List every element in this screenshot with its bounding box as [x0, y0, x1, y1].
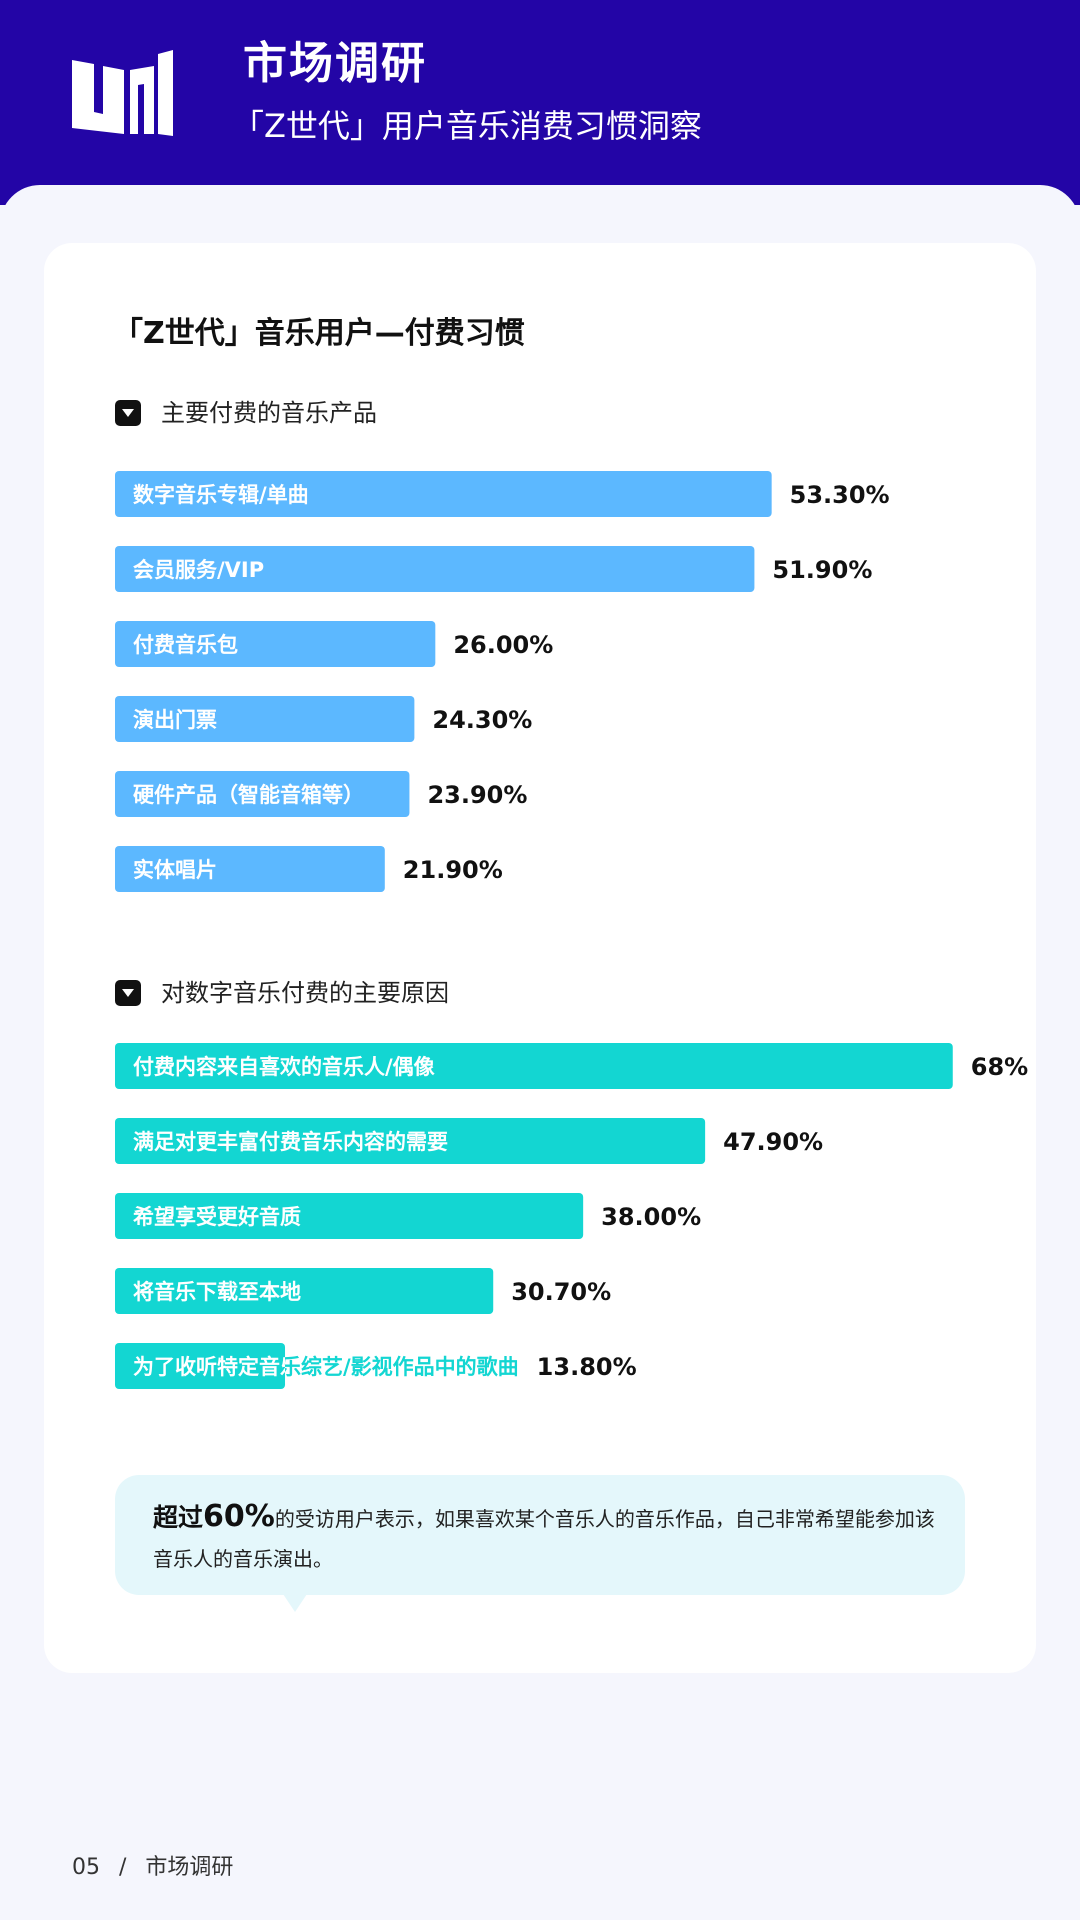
- brand-logo-icon: [72, 50, 173, 136]
- footer-section: 市场调研: [145, 1855, 234, 1880]
- bar-value-0-4: 23.90%: [427, 781, 527, 809]
- section-title-products: 主要付费的音乐产品: [161, 399, 377, 427]
- callout-body: 的受访用户表示，如果喜欢某个音乐人的音乐作品，自己非常希望能参加该音乐人的音乐演…: [153, 1507, 935, 1571]
- bar-value-0-5: 21.90%: [403, 856, 503, 884]
- bar-label-1-4: 为了收听特定音乐综艺/影视作品中的歌曲: [133, 1355, 519, 1379]
- bar-value-0-3: 24.30%: [432, 706, 532, 734]
- page-number: 05: [72, 1855, 100, 1880]
- bar-value-1-0: 68%: [971, 1053, 1028, 1081]
- section-title-reasons: 对数字音乐付费的主要原因: [161, 979, 449, 1007]
- bar-0-1: [115, 546, 755, 592]
- bar-value-1-4: 13.80%: [537, 1353, 637, 1381]
- bar-0-2: [115, 621, 436, 667]
- callout-highlight: 超过60%: [153, 1499, 275, 1534]
- bar-1-0: [115, 1043, 953, 1089]
- bar-value-0-0: 53.30%: [790, 481, 890, 509]
- bar-label-0-0: 数字音乐专辑/单曲: [133, 483, 309, 507]
- callout-highlight-number: 60%: [203, 1499, 275, 1534]
- bar-1-2: [115, 1193, 584, 1239]
- dropdown-marker-icon: [115, 980, 141, 1006]
- footer-separator: /: [119, 1855, 127, 1880]
- bar-label-0-5: 实体唱片: [133, 858, 217, 882]
- dropdown-marker-icon: [115, 400, 141, 426]
- page-title: 市场调研: [243, 38, 427, 89]
- bar-1-3: [115, 1268, 494, 1314]
- bar-value-0-1: 51.90%: [772, 556, 872, 584]
- bar-label-overflow-1-4: 为了收听特定音乐综艺/影视作品中的歌曲: [133, 1355, 519, 1379]
- page-subtitle: 「Z世代」用户音乐消费习惯洞察: [232, 107, 702, 145]
- bar-label-1-0: 付费内容来自喜欢的音乐人/偶像: [133, 1055, 436, 1079]
- callout-bubble: 超过60%的受访用户表示，如果喜欢某个音乐人的音乐作品，自己非常希望能参加该音乐…: [115, 1475, 965, 1595]
- bar-label-0-4: 硬件产品（智能音箱等）: [133, 783, 364, 807]
- callout-tail: [283, 1594, 307, 1612]
- bar-1-4: [115, 1343, 286, 1389]
- bar-value-0-2: 26.00%: [453, 631, 553, 659]
- callout-text: 超过60%的受访用户表示，如果喜欢某个音乐人的音乐作品，自己非常希望能参加该音乐…: [153, 1497, 943, 1579]
- bar-value-1-3: 30.70%: [511, 1278, 611, 1306]
- callout-highlight-prefix: 超过: [153, 1503, 204, 1532]
- bar-value-1-2: 38.00%: [601, 1203, 701, 1231]
- header-banner: 市场调研 「Z世代」用户音乐消费习惯洞察: [0, 0, 1080, 205]
- bar-0-3: [115, 696, 415, 742]
- bar-0-0: [115, 471, 772, 517]
- bar-label-0-1: 会员服务/VIP: [133, 558, 264, 582]
- bar-1-1: [115, 1118, 706, 1164]
- section-header-products: 主要付费的音乐产品: [115, 393, 377, 433]
- bar-label-1-3: 将音乐下载至本地: [133, 1280, 301, 1304]
- bar-0-5: [115, 846, 385, 892]
- section-header-reasons: 对数字音乐付费的主要原因: [115, 973, 449, 1013]
- card-title: 「Z世代」音乐用户—付费习惯: [113, 316, 525, 351]
- bar-label-1-2: 希望享受更好音质: [133, 1205, 301, 1229]
- page-footer: 05 / 市场调研: [72, 1850, 233, 1886]
- bar-label-1-1: 满足对更丰富付费音乐内容的需要: [133, 1130, 448, 1154]
- bar-value-1-1: 47.90%: [723, 1128, 823, 1156]
- bar-0-4: [115, 771, 410, 817]
- bar-label-0-3: 演出门票: [133, 708, 217, 732]
- bar-label-0-2: 付费音乐包: [133, 633, 238, 657]
